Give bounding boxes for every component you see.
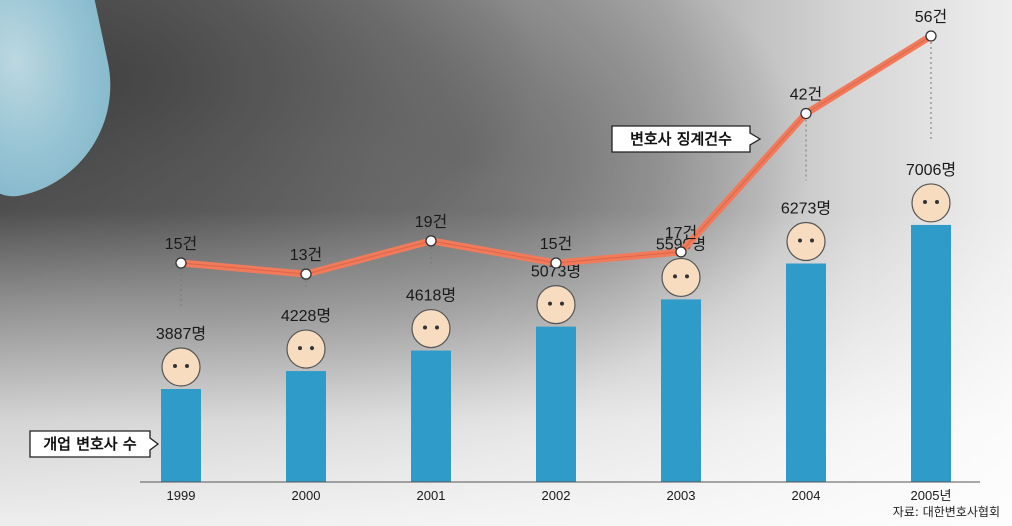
face-icon — [786, 221, 826, 262]
line-data-label: 17건 — [665, 224, 698, 242]
line-data-label: 42건 — [790, 86, 823, 104]
bar-2004 — [786, 263, 826, 482]
bar-2005년 — [911, 224, 951, 482]
face-circle — [536, 285, 576, 325]
x-tick-label: 2004 — [792, 488, 821, 503]
bar-data-label: 4228명 — [281, 307, 331, 325]
line-point — [675, 246, 687, 258]
face-circle — [286, 329, 326, 369]
bar-2000 — [286, 371, 326, 482]
face-eye-left — [673, 274, 677, 279]
face-icon — [661, 257, 701, 298]
bar-data-label: 6273명 — [781, 199, 831, 217]
line-data-labels: 15건 13건 19건 15건 17건 42건 56건 — [165, 8, 948, 264]
line-point — [300, 268, 312, 280]
line-data-label: 13건 — [290, 246, 323, 264]
face-circle — [786, 221, 826, 262]
source-note: 자료: 대한변호사협회 — [892, 505, 1000, 519]
face-eye-left — [798, 238, 802, 243]
face-eye-left — [423, 325, 427, 330]
callout-label: 변호사 징계건수 — [630, 130, 732, 148]
line-series-callout: 변호사 징계건수 — [611, 125, 762, 153]
face-eye-left — [923, 199, 927, 204]
bar-2001 — [411, 350, 451, 482]
line-point — [425, 235, 437, 247]
line-data-label: 19건 — [415, 213, 448, 231]
bar-data-label: 4618명 — [406, 287, 456, 305]
bar-series — [161, 224, 951, 482]
bar-data-label: 5073명 — [531, 263, 581, 281]
face-eye-right — [935, 199, 939, 204]
line-data-label: 15건 — [540, 235, 573, 253]
face-icon — [911, 183, 951, 223]
x-axis: 1999 2000 2001 2002 2003 2004 2005년 — [140, 481, 980, 503]
face-eye-right — [560, 301, 564, 306]
line-point — [925, 30, 937, 42]
bar-1999 — [161, 389, 201, 482]
face-eye-right — [810, 238, 814, 243]
bar-2002 — [536, 326, 576, 482]
x-tick-label: 2005년 — [911, 488, 952, 503]
face-icon — [411, 308, 451, 349]
bar-data-label: 7006명 — [906, 161, 956, 179]
face-icon — [536, 285, 576, 325]
face-circle — [661, 257, 701, 298]
face-eye-right — [435, 325, 439, 330]
face-eye-right — [310, 346, 314, 351]
callout-label: 개업 변호사 수 — [43, 435, 136, 453]
line-point — [550, 257, 562, 269]
line-point — [175, 257, 187, 269]
face-eye-right — [185, 364, 189, 368]
face-circle — [911, 183, 951, 223]
drop-lines — [180, 42, 932, 306]
face-eye-left — [548, 301, 552, 306]
bar-series-callout: 개업 변호사 수 — [29, 430, 160, 458]
face-eye-left — [298, 346, 302, 351]
face-icon — [161, 347, 201, 387]
face-eye-right — [685, 274, 689, 279]
legend-callouts: 개업 변호사 수 변호사 징계건수 — [29, 125, 762, 458]
line-data-label: 56건 — [915, 8, 948, 26]
x-tick-label: 1999 — [167, 488, 196, 503]
x-tick-label: 2002 — [542, 488, 571, 503]
x-tick-label: 2001 — [417, 488, 446, 503]
face-icons — [161, 183, 951, 387]
face-circle — [411, 308, 451, 349]
line-data-label: 15건 — [165, 235, 198, 253]
callout-box — [29, 430, 160, 458]
line-series — [175, 30, 937, 280]
callout-box — [611, 125, 762, 153]
face-icon — [286, 329, 326, 369]
line-point — [800, 107, 812, 120]
face-circle — [161, 347, 201, 387]
bar-data-label: 3887명 — [156, 325, 206, 343]
bar-2003 — [661, 299, 701, 482]
face-eye-left — [173, 364, 177, 368]
x-tick-label: 2000 — [292, 488, 321, 503]
x-tick-label: 2003 — [667, 488, 696, 503]
